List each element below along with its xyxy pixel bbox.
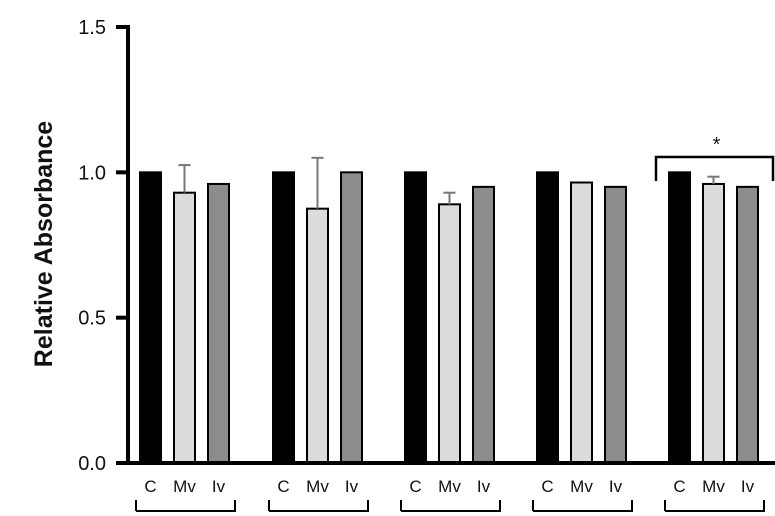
category-label: C [277,477,289,496]
group-bracket [400,500,501,512]
annotations-layer: * [654,134,775,181]
bar-c [139,171,162,464]
category-label: Iv [212,477,226,496]
bar-iv [472,185,495,464]
category-label: C [673,477,685,496]
y-axis-title: Relative Absorbance [30,121,58,367]
group-bracket [664,500,765,512]
bar-mv [306,207,329,464]
axes-layer [126,25,775,465]
category-label: C [541,477,553,496]
y-tick-label: 1.5 [78,17,106,39]
category-label: C [144,477,156,496]
bars-layer [139,156,759,465]
bar-c [404,171,427,464]
bar-c [668,171,691,464]
bar-mv [570,181,593,465]
bar-iv [604,185,627,464]
group-bracket [532,500,633,512]
category-label: Iv [741,477,755,496]
group-bracket [268,500,369,512]
category-label: C [409,477,421,496]
bar-mv [702,182,725,465]
y-tick-label: 1.0 [78,162,106,184]
category-label: Mv [570,477,593,496]
category-label: Mv [438,477,461,496]
bar-c [272,171,295,464]
category-label: Mv [173,477,196,496]
category-label: Iv [609,477,623,496]
category-label: Iv [477,477,491,496]
category-labels-layer: C Mv Iv C Mv Iv C Mv Iv C Mv Iv C Mv Iv [135,477,765,512]
bar-iv [340,171,363,464]
significance-star: * [713,134,721,156]
y-tick-label: 0.5 [78,308,106,330]
significance-bracket [654,155,775,181]
bar-iv [736,185,759,464]
bar-iv [207,182,230,465]
bar-c [536,171,559,464]
bar-mv [173,191,196,464]
y-tick-label: 0.0 [78,453,106,475]
bar-mv [438,203,461,464]
group-bracket [135,500,236,512]
category-label: Iv [345,477,359,496]
category-label: Mv [702,477,725,496]
category-label: Mv [306,477,329,496]
y-ticks-layer: 0.0 0.5 1.0 1.5 [78,17,128,475]
